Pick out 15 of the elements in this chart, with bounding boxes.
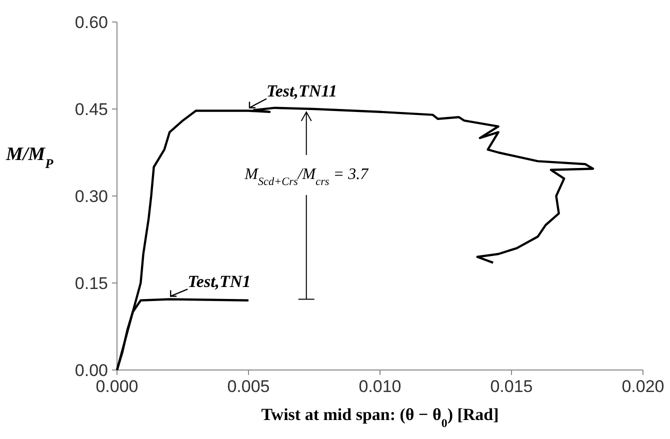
x-tick-label: 0.020 (622, 377, 664, 396)
x-tick-label: 0.015 (490, 377, 533, 396)
y-tick-label: 0.45 (74, 100, 108, 119)
x-tick-label: 0.005 (227, 377, 270, 396)
y-tick-label: 0.15 (74, 274, 108, 293)
series-label: Test,TN11 (266, 82, 338, 101)
legend-label: Test,TN1 (188, 272, 251, 292)
y-tick-label: 0.30 (74, 186, 108, 206)
x-tick-label: 0.000 (96, 377, 138, 396)
y-tick-label: 0.00 (74, 360, 108, 380)
y-axis-title: M/M$_{P}$ (5, 144, 54, 170)
annotation: M$_{Scd+Crs}$/M$_{crs}$ = 3.7 (244, 166, 370, 188)
x-axis-title: Twist at mid span: (θ − θ$_{0}$) [Rad] (261, 405, 499, 430)
x-tick-label: 0.010 (358, 377, 402, 396)
y-tick-label: 0.60 (74, 12, 108, 32)
